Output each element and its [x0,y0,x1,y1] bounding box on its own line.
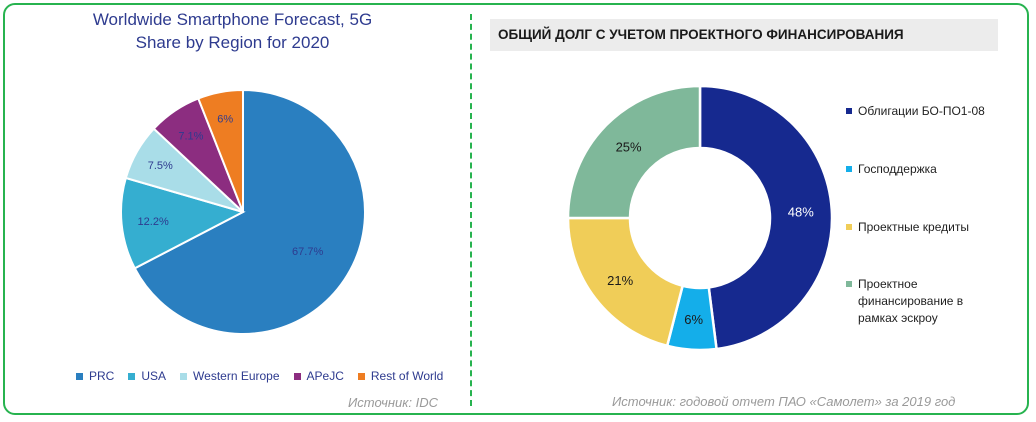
pie-slice [120,176,246,270]
left-title-line-2: Share by Region for 2020 [135,33,330,52]
left-pie-chart: 67.7% 12.2% 7.5% 7.1% 6% [120,88,366,335]
slice-data-label: 12.2% [138,216,169,228]
legend-item: USA [128,369,166,383]
legend-label: PRC [89,369,115,383]
donut-segment [698,84,834,351]
right-chart-title: ОБЩИЙ ДОЛГ С УЧЕТОМ ПРОЕКТНОГО ФИНАНСИРО… [498,27,904,42]
panel-divider [470,14,472,406]
legend-label: APeJC [306,369,344,383]
legend-label: USA [141,369,167,383]
segment-data-label: 6% [684,312,703,327]
legend-item: PRC [76,369,114,383]
legend-bullet [846,108,852,114]
legend-label: Проектные кредиты [858,220,969,234]
legend-item: APeJC [293,369,344,383]
donut-segment [566,216,685,348]
left-source-note: Источник: IDC [348,395,438,410]
legend-label: Проектное финансирование в рамках эскроу [858,277,964,325]
segment-data-label: 25% [616,140,642,155]
right-title-bar [490,19,998,51]
left-chart-title: Worldwide Smartphone Forecast, 5G Share … [60,8,405,54]
slice-data-label: 7.1% [178,130,203,142]
legend-swatch [128,372,136,380]
legend-bullet [846,224,852,230]
left-title-line-1: Worldwide Smartphone Forecast, 5G [92,10,373,29]
legend-label: Облигации БО-ПО1-08 [858,104,985,118]
legend-label: Rest of World [370,369,444,383]
right-source-note: Источник: годовой отчет ПАО «Самолет» за… [612,394,956,409]
slice-data-label: 67.7% [292,246,323,258]
legend-label: Western Europe [193,369,280,383]
slice-data-label: 6% [217,114,233,126]
legend-swatch [76,372,83,380]
legend-swatch [180,372,188,380]
legend-bullet [846,281,852,287]
legend-swatch [357,372,365,380]
legend-label: Господдержка [858,162,937,176]
pie-slice [133,88,366,335]
pie-slice [197,88,244,213]
legend-item: Rest of World [357,369,444,383]
left-legend: PRC USA Western Europe APeJC Rest of Wor… [76,369,443,383]
legend-swatch [293,372,301,380]
segment-data-label: 48% [788,205,814,220]
segment-data-label: 21% [607,273,633,288]
legend-item: Western Europe [180,369,280,383]
slice-data-label: 7.5% [148,160,173,172]
donut-segment [566,84,702,220]
legend-bullet [846,166,852,172]
